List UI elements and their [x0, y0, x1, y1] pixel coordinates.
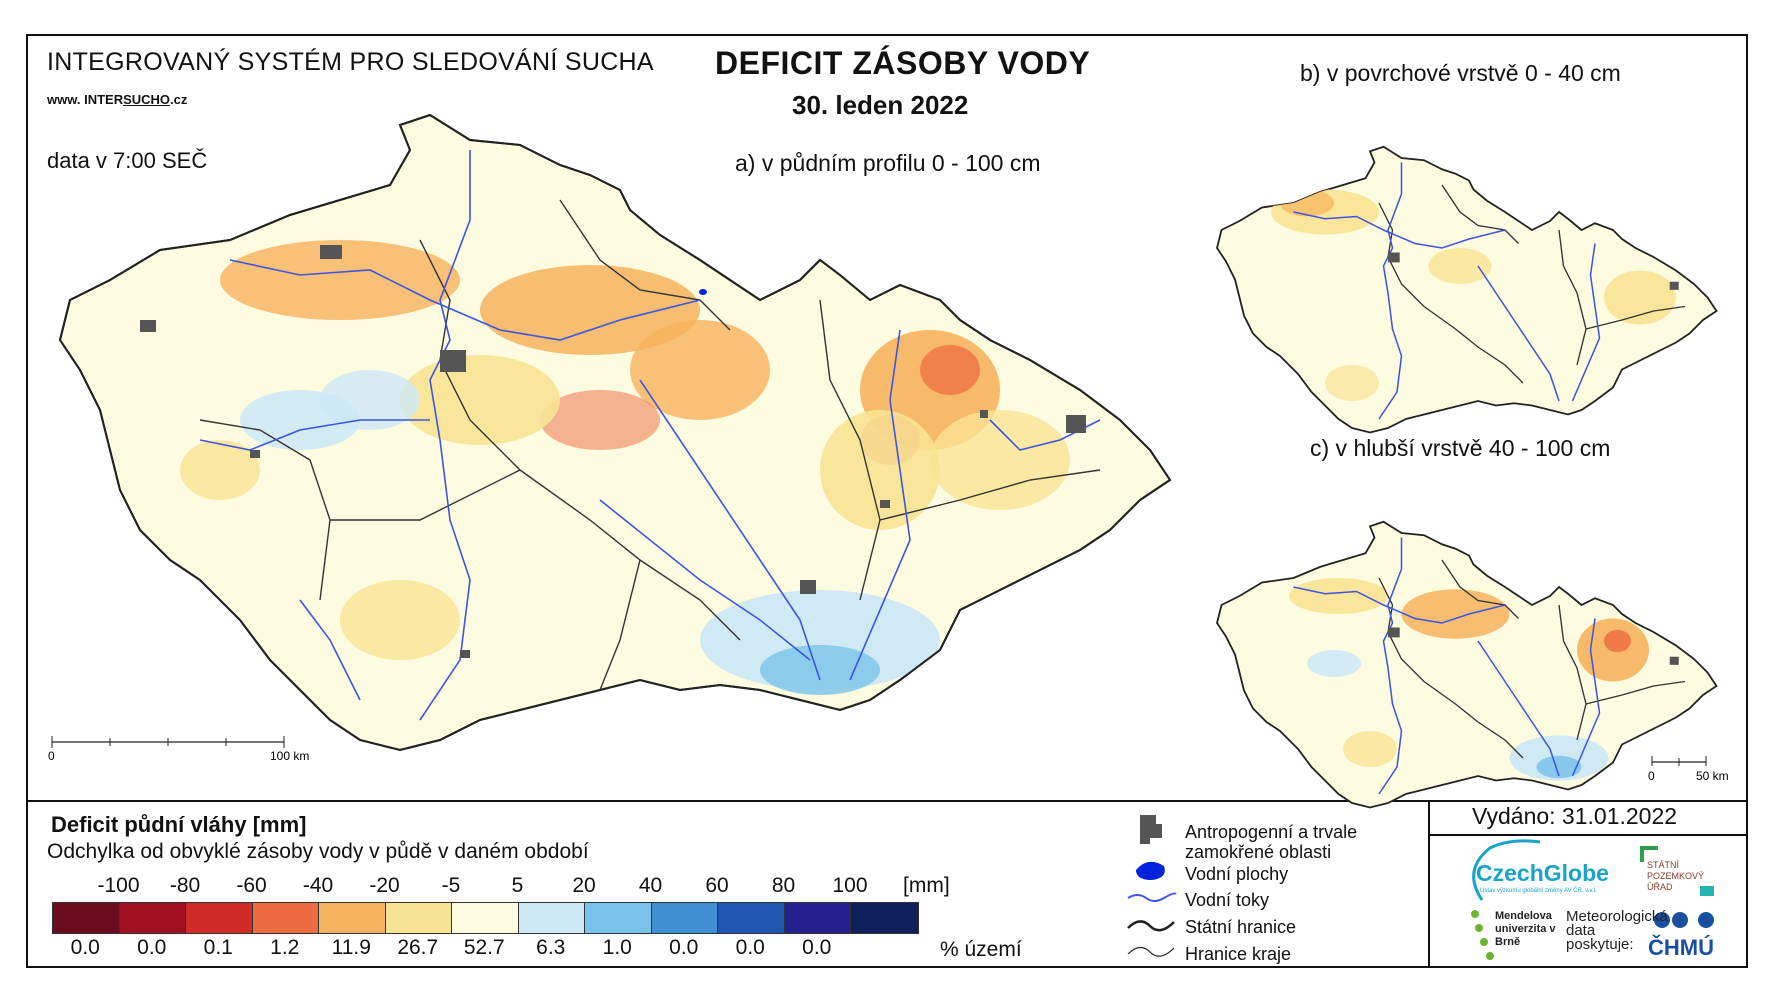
- legend-tick: -5: [441, 874, 461, 897]
- czechglobe-logo-text: CzechGlobe: [1476, 860, 1609, 886]
- mendel-logo-text: Mendelova univerzita v Brně: [1495, 910, 1556, 948]
- legend-percent-unit: % území: [940, 938, 1022, 961]
- water-body-a: [699, 289, 707, 295]
- legend-percentages: 0.0 0.0 0.1 1.2 11.9 26.7 52.7 6.3 1.0 0.0 0.0 0.0: [52, 936, 952, 962]
- legend-percentage: 52.7: [463, 936, 505, 959]
- water-bodies-label: Vodní plochy: [1185, 864, 1289, 884]
- legend-color-11: [784, 903, 851, 933]
- legend-tick: 60: [705, 874, 729, 897]
- rivers-label: Vodní toky: [1185, 890, 1270, 910]
- legend-color-7: [518, 903, 585, 933]
- legend-tick: 40: [638, 874, 663, 897]
- legend-tick: -40: [302, 874, 334, 897]
- legend-tick: 100: [832, 874, 868, 897]
- region-border-symbol: [1127, 946, 1175, 957]
- legend-title: Deficit půdní vláhy [mm]: [51, 812, 307, 837]
- spu-logo: [1640, 846, 1714, 896]
- anthropogenic-symbol: [1140, 815, 1162, 844]
- chmu-logo: [1654, 912, 1714, 928]
- legend-percentage: 0.0: [735, 936, 765, 959]
- legend-divider: [26, 800, 1748, 802]
- main-title: DEFICIT ZÁSOBY VODY: [715, 45, 1091, 81]
- legend-percentage: 11.9: [331, 936, 371, 959]
- legend-tick: 20: [572, 874, 596, 897]
- anthropogenic-label: Antropogenní a trvale zamokřené oblasti: [1185, 822, 1358, 862]
- state-border-label: Státní hranice: [1185, 917, 1297, 937]
- issued-date: Vydáno: 31.01.2022: [1472, 803, 1678, 829]
- legend-ticks: -100 -80 -60 -40 -20 -5 5 20 40 60 80 100: [52, 874, 952, 900]
- rivers-a: [199, 150, 1101, 721]
- issued-divider: [1428, 834, 1748, 836]
- legend-color-5: [385, 903, 452, 933]
- panel-b-label: b) v povrchové vrstvě 0 - 40 cm: [1300, 60, 1621, 86]
- legend-percentage: 0.1: [203, 936, 233, 959]
- scale-c-end: 50 km: [1696, 769, 1729, 783]
- legend-percentage: 0.0: [802, 936, 832, 959]
- legend-color-2: [186, 903, 253, 933]
- mendel-logo: [1471, 910, 1494, 960]
- legend-percentage: 1.2: [270, 936, 300, 959]
- legend-color-4: [319, 903, 386, 933]
- map-panel-c: [1216, 520, 1718, 809]
- system-title: INTEGROVANÝ SYSTÉM PRO SLEDOVÁNÍ SUCHA: [47, 48, 654, 76]
- scale-bar-c: 0 50 km: [1648, 756, 1729, 783]
- legend-percentage: 0.0: [669, 936, 699, 959]
- scale-c-start: 0: [1648, 769, 1655, 783]
- legend-percentage: 6.3: [536, 936, 566, 959]
- scale-bar-a: 0 100 km: [48, 736, 309, 763]
- legend-color-10: [718, 903, 785, 933]
- legend-percentage: 0.0: [137, 936, 167, 959]
- scale-a-end: 100 km: [270, 749, 309, 763]
- legend-unit-mm: [mm]: [903, 874, 950, 897]
- legend-subtitle: Odchylka od obvyklé zásoby vody v půdě v…: [47, 840, 589, 863]
- legend-tick: -100: [97, 874, 140, 897]
- legend-color-12: [851, 903, 918, 933]
- scale-a-start: 0: [48, 749, 55, 763]
- map-frame: [26, 34, 1748, 968]
- water-symbol: [1136, 861, 1165, 880]
- logo-divider: [1428, 800, 1430, 968]
- urban-areas-a: [140, 245, 1086, 658]
- legend-tick: 80: [771, 874, 796, 897]
- legend-color-8: [585, 903, 652, 933]
- spu-logo-text: STÁTNÍ POZEMKOVÝ ÚŘAD: [1647, 860, 1705, 892]
- czechglobe-logo-arc: [1472, 839, 1541, 901]
- river-symbol: [1127, 892, 1177, 902]
- main-date: 30. leden 2022: [792, 90, 969, 120]
- chmu-logo-text: ČHMÚ: [1648, 935, 1714, 960]
- legend-percentage: 0.0: [70, 936, 100, 959]
- legend-color-0: [53, 903, 120, 933]
- legend-color-1: [119, 903, 186, 933]
- legend-color-3: [252, 903, 319, 933]
- website-link[interactable]: www. INTERSUCHO.cz: [47, 92, 188, 107]
- czechglobe-subtext: Ústav výzkumu globální změny AV ČR, v.v.…: [1480, 888, 1597, 894]
- data-time: data v 7:00 SEČ: [47, 148, 208, 173]
- legend-color-6: [452, 903, 519, 933]
- legend-percentage: 26.7: [397, 936, 439, 959]
- legend-color-9: [651, 903, 718, 933]
- state-border-symbol: [1127, 920, 1175, 932]
- panel-c-label: c) v hlubší vrstvě 40 - 100 cm: [1310, 435, 1611, 461]
- map-panel-a: 0 100 km: [48, 114, 1171, 763]
- legend-tick: -60: [236, 874, 267, 897]
- legend-tick: -80: [169, 874, 201, 897]
- meteo-provider-text: Meteorologická data poskytuje:: [1566, 908, 1668, 953]
- legend-percentage: 1.0: [602, 936, 632, 959]
- panel-a-label: a) v půdním profilu 0 - 100 cm: [735, 150, 1041, 176]
- region-border-label: Hranice kraje: [1185, 944, 1292, 964]
- legend-tick: 5: [511, 874, 524, 897]
- legend-tick: -20: [369, 874, 400, 897]
- map-panel-b: [1216, 145, 1718, 434]
- legend-colorbar: [52, 902, 919, 934]
